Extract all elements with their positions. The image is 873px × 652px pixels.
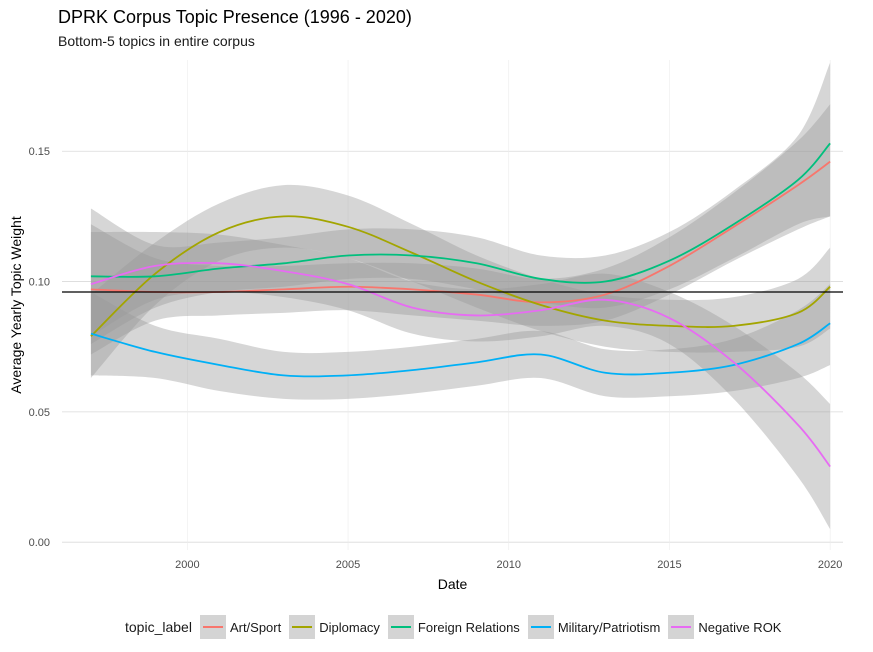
x-axis-label: Date [438,576,468,592]
chart-title: DPRK Corpus Topic Presence (1996 - 2020) [58,7,412,27]
ci-ribbon-4 [90,231,831,530]
legend-key-1 [289,615,316,639]
legend-title: topic_label [125,619,192,635]
series-line-4 [90,261,831,468]
legend-item-0: Art/Sport [199,615,282,639]
series-line-1 [90,215,831,337]
legend-item-1: Diplomacy [289,615,380,639]
x-tick-label-4: 2020 [818,559,842,571]
series-line-2 [90,142,831,284]
legend-key-4 [668,615,695,639]
legend: topic_label Art/Sport Diplomacy Foreign Re… [125,614,789,640]
y-tick-label-2: 0.10 [29,277,50,289]
legend-label-0: Art/Sport [229,619,282,635]
x-tick-label-3: 2015 [657,559,681,571]
series-line-3 [90,322,831,378]
legend-item-3: Military/Patriotism [527,615,661,639]
legend-label-1: Diplomacy [319,619,380,635]
legend-key-0 [199,615,226,639]
legend-key-3 [527,615,554,639]
legend-label-4: Negative ROK [698,619,782,635]
legend-item-2: Foreign Relations [387,615,520,639]
legend-swatch-line-3 [530,626,551,628]
ci-ribbon-2 [90,62,831,345]
ci-ribbon-3 [90,284,831,400]
legend-swatch-line-2 [390,626,411,628]
legend-item-4: Negative ROK [668,615,781,639]
legend-swatch-line-0 [202,626,223,628]
y-tick-label-0: 0.00 [29,537,50,549]
x-tick-label-2: 2010 [497,559,521,571]
ci-ribbon-1 [90,184,831,378]
y-tick-label-3: 0.15 [29,146,50,158]
legend-label-3: Military/Patriotism [557,619,661,635]
chart-subtitle: Bottom-5 topics in entire corpus [58,33,255,49]
legend-key-2 [387,615,414,639]
legend-swatch-line-1 [292,626,313,628]
legend-label-2: Foreign Relations [417,619,520,635]
x-tick-label-0: 2000 [175,559,199,571]
x-tick-label-1: 2005 [336,559,360,571]
y-axis-label: Average Yearly Topic Weight [8,216,24,394]
legend-swatch-line-4 [671,626,692,628]
y-tick-label-1: 0.05 [29,407,50,419]
